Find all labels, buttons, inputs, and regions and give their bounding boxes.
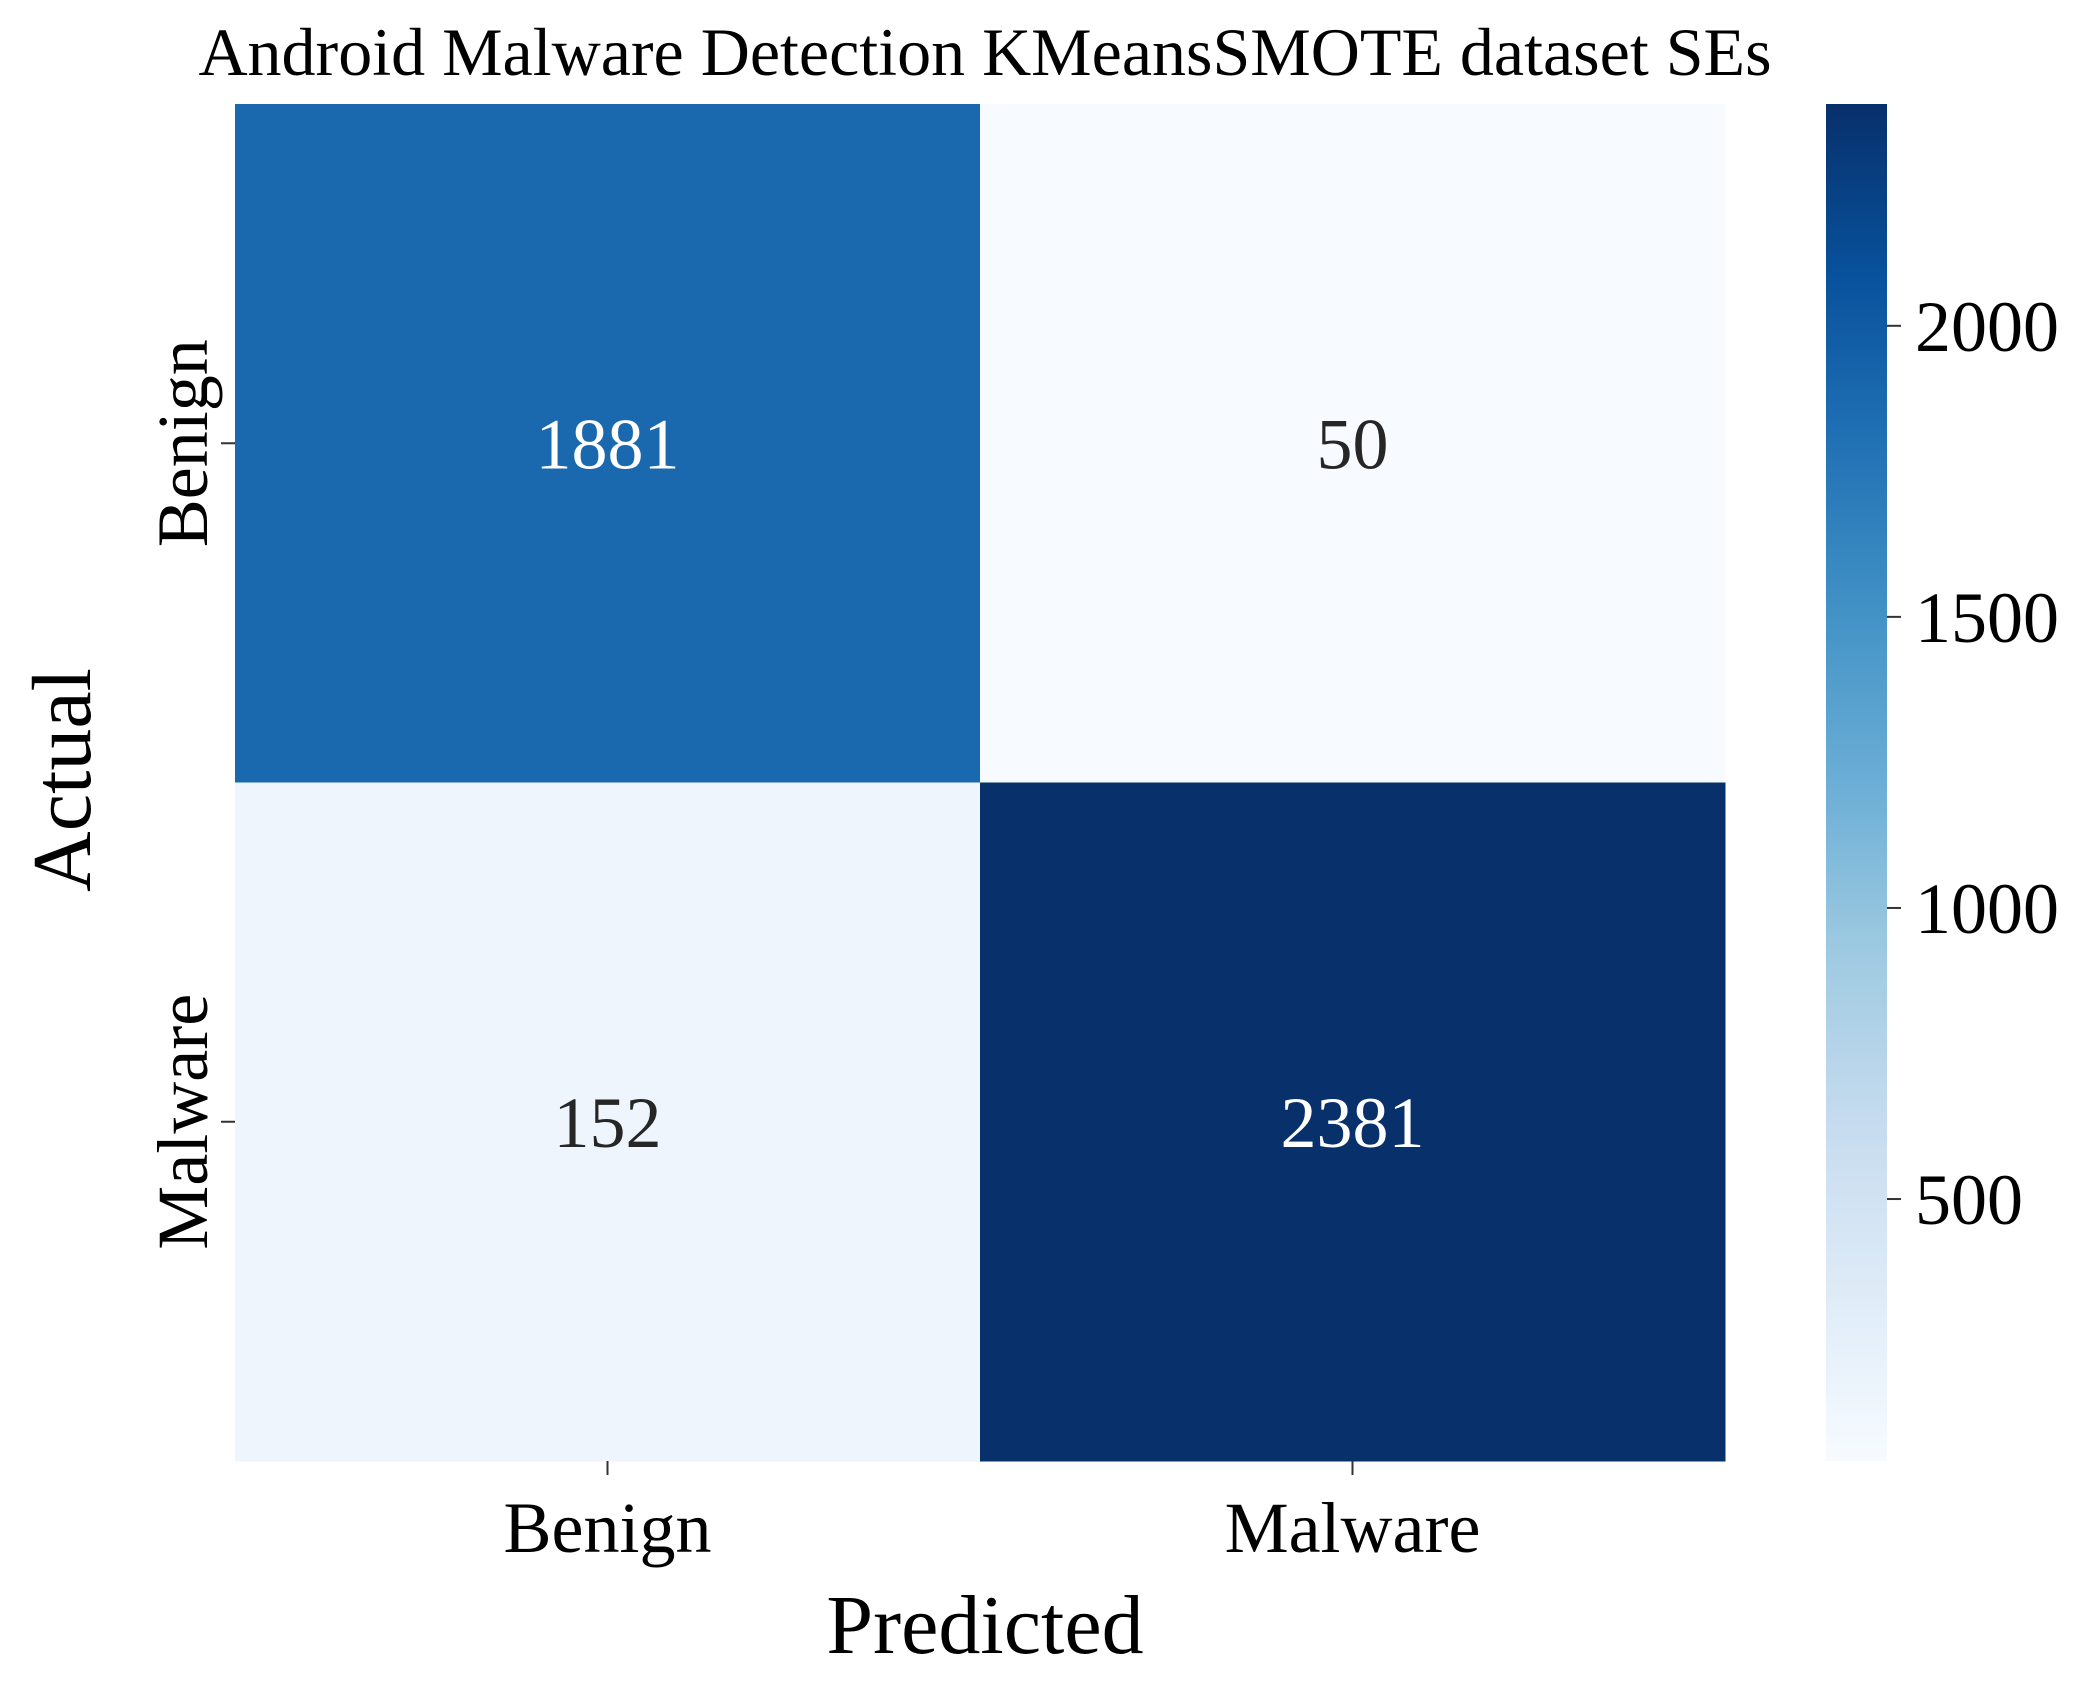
colorbar-gradient — [1826, 104, 1887, 1461]
cell-value-label: 2381 — [1281, 1083, 1425, 1163]
chart-title: Android Malware Detection KMeansSMOTE da… — [198, 14, 1771, 90]
heatmap-cell-benign-benign — [235, 104, 981, 783]
cell-value-label: 1881 — [536, 404, 680, 484]
x-axis-label: Predicted — [826, 1579, 1143, 1672]
colorbar: 500 1000 1500 2000 — [1826, 104, 2059, 1461]
heatmap-cells: 1881 50 152 2381 — [235, 104, 1726, 1462]
y-tick-label: Benign — [143, 339, 223, 547]
colorbar-tick-label: 2000 — [1915, 287, 2059, 367]
x-tick-label: Benign — [504, 1488, 712, 1568]
colorbar-tick-label: 1000 — [1915, 869, 2059, 949]
colorbar-tick-label: 1500 — [1915, 578, 2059, 658]
y-tick-label: Malware — [143, 994, 223, 1250]
y-axis-label: Actual — [16, 668, 109, 892]
heatmap-cell-benign-malware — [980, 104, 1726, 783]
colorbar-tick-label: 500 — [1915, 1160, 2023, 1240]
x-tick-label: Malware — [1225, 1488, 1481, 1568]
axis-ticks: Benign Malware Benign Malware — [143, 339, 1480, 1568]
cell-value-label: 152 — [554, 1083, 662, 1163]
cell-value-label: 50 — [1317, 404, 1389, 484]
heatmap-cell-malware-benign — [235, 782, 981, 1462]
heatmap-cell-malware-malware — [980, 782, 1726, 1462]
